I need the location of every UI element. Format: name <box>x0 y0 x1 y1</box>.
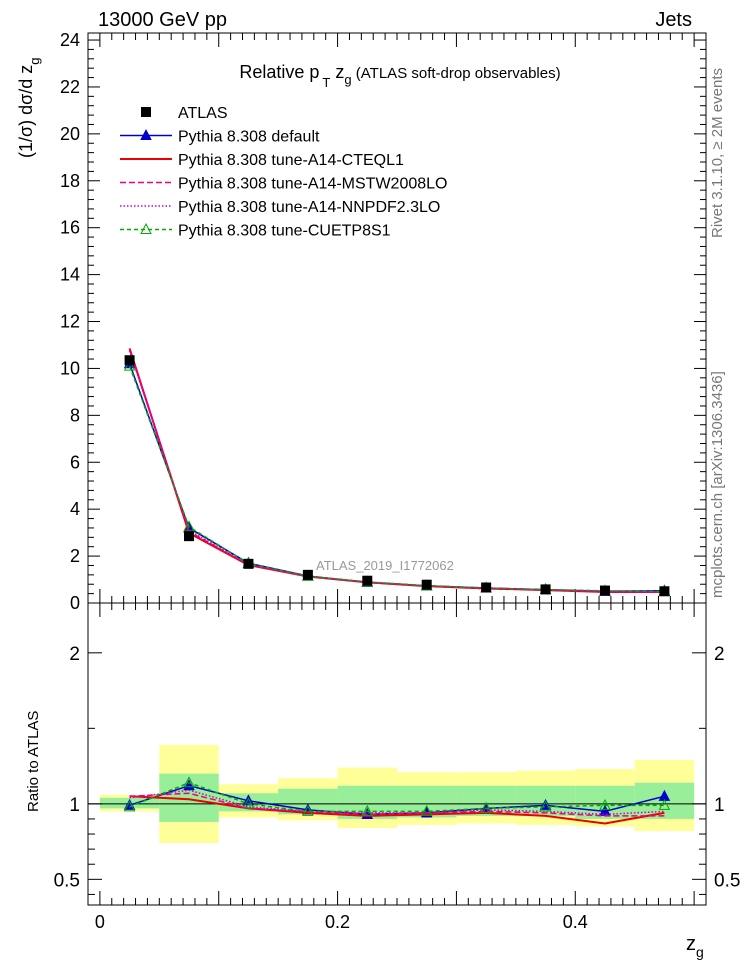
legend-label: Pythia 8.308 tune-A14-CTEQL1 <box>178 152 404 169</box>
ratio-series-point <box>361 804 374 816</box>
y-tick-label: 18 <box>60 171 80 191</box>
legend-label: Pythia 8.308 default <box>178 129 320 146</box>
x-axis-label-sub: g <box>696 944 704 960</box>
ratio-tick-label-right: 1 <box>714 795 725 816</box>
series-line <box>128 350 665 593</box>
x-axis-label: zg <box>686 933 704 960</box>
chart-title: Relative pT zg (ATLAS soft-drop observab… <box>239 62 560 90</box>
analysis-label: ATLAS_2019_I1772062 <box>316 558 454 573</box>
ratio-series-point <box>420 804 433 816</box>
y-tick-label: 12 <box>60 312 80 332</box>
y-tick-label: 20 <box>60 124 80 144</box>
x-axis-label-main: z <box>686 933 696 955</box>
legend-entry: Pythia 8.308 tune-A14-CTEQL1 <box>120 152 404 169</box>
legend-entry: Pythia 8.308 tune-A14-MSTW2008LO <box>120 176 447 193</box>
ratio-tick-label-right: 0.5 <box>714 870 740 891</box>
ratio-series-point <box>183 776 195 788</box>
title-sub2: g <box>344 72 351 87</box>
x-tick-label: 0.4 <box>563 912 588 932</box>
ratio-series-point <box>539 800 552 812</box>
title-mid: z <box>330 62 344 82</box>
ratio-axis-label: Ratio to ATLAS <box>25 711 42 812</box>
y-tick-label: 16 <box>60 218 80 238</box>
title-main: Relative p <box>239 62 319 82</box>
y-tick-label: 6 <box>70 452 80 472</box>
x-tick-label: 0.2 <box>325 912 350 932</box>
legend-entry: ATLAS <box>141 105 228 122</box>
rivet-label: Rivet 3.1.10, ≥ 2M events <box>709 68 726 238</box>
y-tick-label: 0 <box>70 593 80 613</box>
x-tick-label: 0 <box>95 912 105 932</box>
ratio-tick-label: 0.5 <box>54 870 80 891</box>
mcplots-label: mcplots.cern.ch [arXiv:1306.3436] <box>709 371 726 598</box>
ratio-series-path <box>129 795 665 825</box>
ratio-series-point <box>599 798 611 810</box>
ratio-panel: 0 0.2 0.4 0.5 0.5 1 1 2 2 <box>54 602 740 932</box>
ratio-series-path <box>129 784 665 816</box>
y-tick-label: 4 <box>70 499 80 519</box>
ratio-series-point <box>123 800 136 812</box>
y-tick-label: 22 <box>60 77 80 97</box>
ratio-series-point <box>242 797 255 809</box>
y-tick-label: 10 <box>60 358 80 378</box>
legend-entry: Pythia 8.308 tune-CUETP8S1 <box>120 223 391 240</box>
y-axis-label-main: (1/σ) dσ/d z <box>16 65 36 158</box>
legend-label: Pythia 8.308 tune-A14-NNPDF2.3LO <box>178 199 440 216</box>
data-point <box>302 569 313 580</box>
data-point <box>540 584 551 595</box>
data-point <box>124 355 135 366</box>
y-axis-label-sub: g <box>27 58 42 65</box>
series-point <box>183 520 195 532</box>
legend-entry: Pythia 8.308 default <box>120 129 320 146</box>
header-left: 13000 GeV pp <box>98 9 227 31</box>
ratio-series-path <box>129 781 665 813</box>
ratio-series-line <box>129 795 665 825</box>
legend: ATLAS Pythia 8.308 default Pythia 8.308 tu… <box>120 105 447 240</box>
data-point <box>362 575 373 586</box>
title-sub1: T <box>322 75 330 90</box>
y-tick-label: 2 <box>70 546 80 566</box>
series-path <box>128 350 665 593</box>
data-point <box>481 582 492 593</box>
ratio-tick-label: 2 <box>69 644 80 665</box>
ratio-tick-label: 1 <box>69 795 80 816</box>
data-point <box>599 585 610 596</box>
data-point <box>659 586 670 597</box>
y-axis-label: (1/σ) dσ/d zg <box>16 58 42 158</box>
series-path <box>128 349 665 593</box>
y-tick-label: 8 <box>70 405 80 425</box>
ratio-series-point <box>302 804 314 816</box>
title-tail: (ATLAS soft-drop observables) <box>352 65 561 82</box>
ratio-series-point <box>480 801 492 813</box>
y-tick-label: 24 <box>60 30 80 50</box>
data-point <box>421 579 432 590</box>
legend-marker <box>141 107 151 117</box>
data-point <box>243 558 254 569</box>
header-right: Jets <box>655 9 692 31</box>
ratio-series-line <box>129 789 665 816</box>
legend-label: ATLAS <box>178 105 228 122</box>
series-path <box>128 365 665 593</box>
data-point <box>184 531 195 542</box>
legend-marker <box>140 129 152 141</box>
legend-entry: Pythia 8.308 tune-A14-NNPDF2.3LO <box>120 199 440 216</box>
ratio-series-path <box>129 792 665 817</box>
y-tick-label: 14 <box>60 265 80 285</box>
series-point <box>123 359 136 371</box>
series-line <box>128 349 665 593</box>
legend-marker <box>140 223 152 235</box>
ratio-series-path <box>129 789 665 816</box>
legend-label: Pythia 8.308 tune-A14-MSTW2008LO <box>178 176 447 193</box>
legend-label: Pythia 8.308 tune-CUETP8S1 <box>178 223 391 240</box>
series-line <box>128 348 665 593</box>
ratio-series-line <box>123 776 671 816</box>
ratio-series-line <box>129 792 665 817</box>
series-path <box>128 348 665 593</box>
ratio-series-point <box>658 798 671 810</box>
data-points <box>124 355 670 597</box>
ratio-tick-label-right: 2 <box>714 644 725 665</box>
